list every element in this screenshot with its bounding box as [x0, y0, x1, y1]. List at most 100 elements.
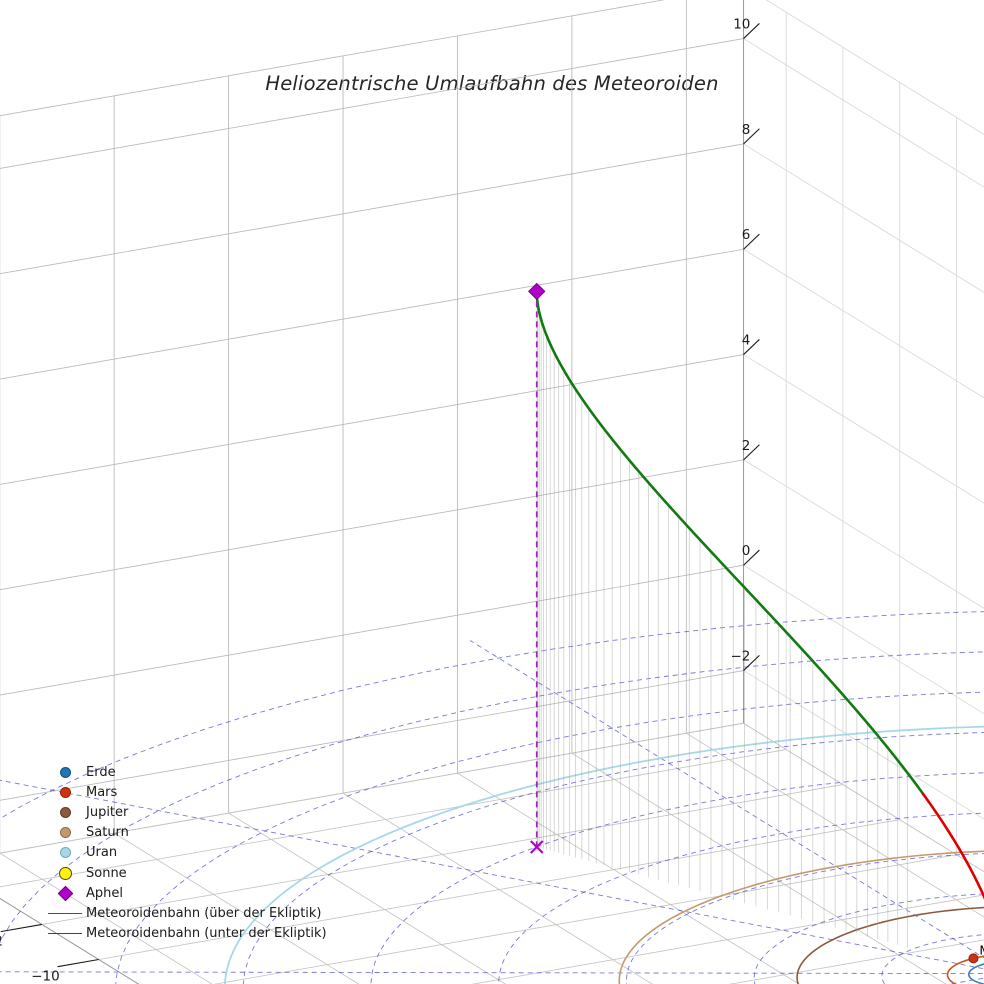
legend-item[interactable]: Saturn — [44, 823, 327, 843]
legend-item[interactable]: Sonne — [44, 863, 327, 883]
mars-label: Mars — [979, 942, 984, 957]
polar-ring — [242, 732, 984, 984]
legend: Erde Mars Jupiter Saturn Uran Sonne Aphel Meteo… — [44, 762, 327, 944]
z-tick-label-mark — [743, 233, 760, 250]
z-tick-label: −2 — [730, 648, 750, 664]
x-tick-label-mark — [57, 958, 99, 968]
polar-radial-line — [0, 971, 984, 975]
grid-line-xy — [228, 812, 507, 984]
grid-line-xy — [571, 752, 947, 984]
legend-item-label: Meteoroidenbahn (über der Ekliptik) — [86, 905, 322, 921]
grid-line-xz — [743, 354, 984, 504]
legend-item-label: Aphel — [86, 885, 123, 901]
legend-item[interactable]: Erde — [44, 762, 327, 782]
x-axis-spine — [0, 897, 140, 984]
planet-orbits-group — [224, 725, 984, 984]
erde-marker-icon — [44, 766, 86, 778]
grid-line-xy — [686, 732, 984, 918]
orbit-saturn — [618, 850, 984, 984]
z-tick-label-mark — [743, 549, 760, 566]
z-tick-label: 4 — [742, 332, 751, 348]
grid-line-xy — [326, 960, 984, 984]
orbit-uran — [224, 725, 984, 984]
grid-line-xz — [743, 459, 984, 609]
z-tick-label: 0 — [742, 543, 751, 559]
point-labels-group: ErdeMarsSaturn — [979, 942, 984, 957]
orbit-jupiter — [796, 906, 984, 984]
grid-line-xy — [457, 772, 800, 984]
legend-item[interactable]: Meteoroidenbahn (über der Ekliptik) — [44, 903, 327, 923]
z-tick-label: 6 — [742, 227, 751, 243]
grid-line-yz — [0, 248, 744, 380]
grid-line-xz — [743, 248, 984, 399]
legend-item-label: Uran — [86, 845, 118, 861]
grid-line-xy — [342, 792, 653, 984]
pane-left-outline — [0, 0, 744, 854]
grid-line-xz — [743, 143, 984, 293]
polar-radial-line — [947, 977, 984, 984]
z-tick-label: 10 — [733, 16, 750, 32]
x-tick-label: −12 — [0, 934, 3, 950]
aphel-marker-icon — [44, 885, 86, 901]
grid-line-xy — [728, 939, 984, 984]
green-line-icon — [44, 912, 86, 914]
polar-radial-line — [469, 640, 984, 959]
grid-line-yz — [0, 38, 744, 169]
sonne-marker-icon — [44, 866, 86, 880]
legend-item[interactable]: Aphel — [44, 883, 327, 903]
polar-ring — [370, 772, 984, 984]
x-tick-label-mark — [0, 923, 43, 933]
celestial-bodies-group — [528, 282, 979, 964]
legend-item[interactable]: Mars — [44, 782, 327, 802]
legend-item-label: Jupiter — [86, 804, 129, 820]
pane-back-outline — [743, 0, 984, 873]
z-tick-label-mark — [743, 128, 760, 145]
grid-line-yz — [0, 670, 744, 801]
trajectory-below-ecliptic — [921, 792, 984, 900]
pane-floor-outline — [0, 722, 984, 984]
legend-item-label: Meteoroidenbahn (unter der Ekliptik) — [86, 926, 327, 942]
legend-item[interactable]: Jupiter — [44, 802, 327, 822]
z-tick-label-mark — [743, 655, 760, 671]
orbit-mars — [946, 955, 984, 984]
grid-line-xz — [743, 38, 984, 188]
polar-ring — [498, 812, 984, 984]
trajectory-above-ecliptic — [535, 290, 925, 796]
polar-ring — [0, 611, 984, 820]
z-tick-label: 8 — [742, 122, 751, 138]
grid-line-xy — [113, 832, 360, 984]
mars-marker[interactable] — [968, 953, 979, 964]
grid-line-xz — [743, 564, 984, 715]
grid-line-yz — [0, 354, 744, 485]
legend-item-label: Mars — [86, 784, 118, 800]
uran-marker-icon — [44, 847, 86, 859]
x-tick-label: −10 — [31, 969, 60, 984]
z-tick-label-mark — [743, 444, 760, 461]
z-tick-label-mark — [743, 23, 760, 39]
legend-item-label: Saturn — [86, 825, 129, 841]
grid-line-xy — [471, 894, 984, 984]
legend-item-label: Sonne — [86, 865, 127, 881]
red-line-icon — [44, 933, 86, 935]
legend-item[interactable]: Uran — [44, 843, 327, 863]
polar-radial-line — [0, 779, 984, 970]
saturn-marker-icon — [44, 827, 86, 839]
z-tick-label: 2 — [742, 438, 751, 454]
grid-line-yz — [0, 143, 744, 275]
aphelion-projection-x-icon — [530, 840, 544, 854]
z-tick-label-mark — [743, 339, 760, 355]
grid-line-yz — [0, 564, 744, 696]
grid-line-xz — [743, 670, 984, 820]
trajectory-stems-group — [536, 297, 908, 948]
polar-radial-line — [338, 974, 984, 984]
meteoroid-trajectory-group — [535, 290, 984, 900]
aphelion-marker[interactable] — [528, 282, 546, 301]
legend-item-label: Erde — [86, 764, 116, 780]
grid-line-yz — [0, 459, 744, 591]
jupiter-marker-icon — [44, 806, 86, 818]
legend-item[interactable]: Meteoroidenbahn (unter der Ekliptik) — [44, 924, 327, 944]
